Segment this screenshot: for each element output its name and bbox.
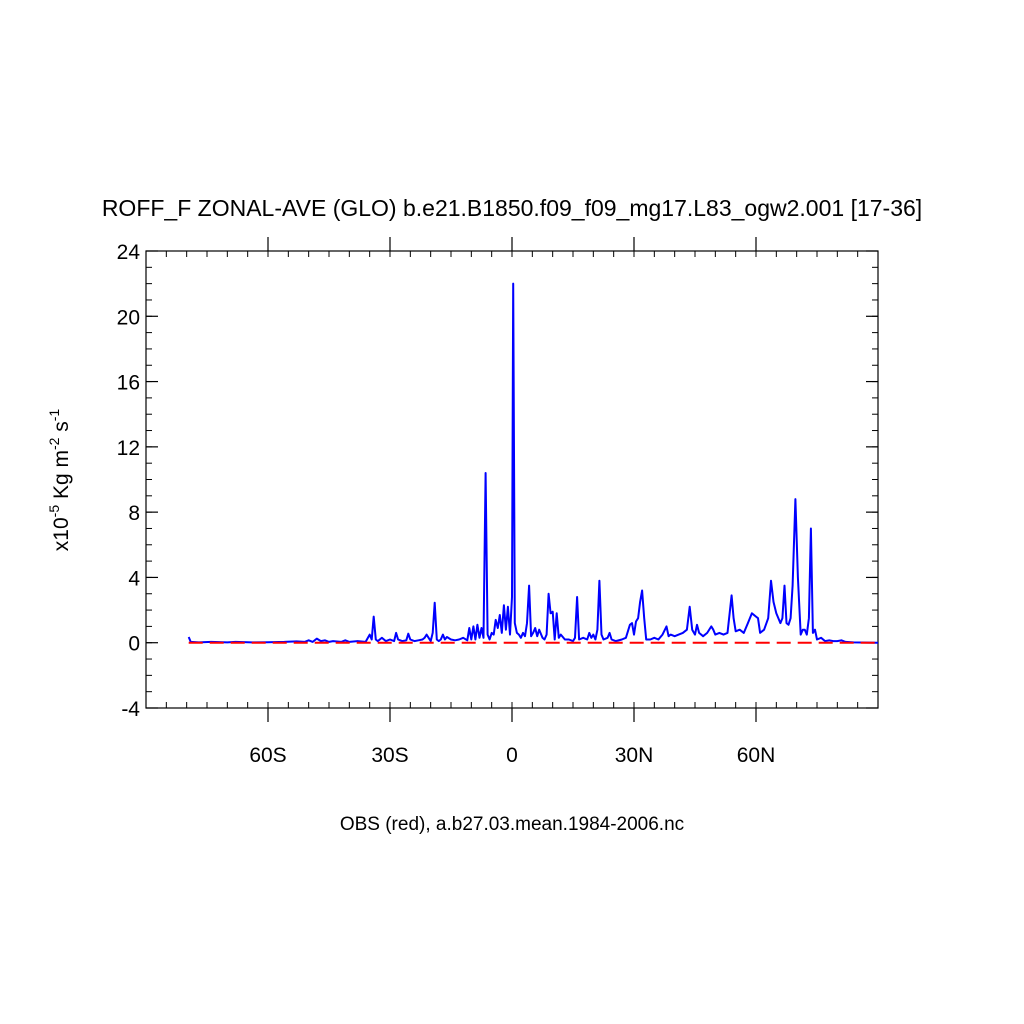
plot-area: 60S 30S 0 30N 60N -4 0 4 8 12 16 20 24: [117, 237, 879, 767]
y-tick-label: 0: [128, 633, 140, 656]
y-tick-label: -4: [121, 698, 140, 721]
minor-ticks: [145, 250, 879, 709]
y-tick-label: 24: [117, 241, 141, 264]
chart-title: ROFF_F ZONAL-AVE (GLO) b.e21.B1850.f09_f…: [102, 195, 922, 221]
x-axis-label: OBS (red), a.b27.03.mean.1984-2006.nc: [340, 814, 684, 835]
x-tick-label: 30N: [615, 744, 654, 767]
y-ticks: -4 0 4 8 12 16 20 24: [117, 241, 878, 721]
x-tick-label: 0: [506, 744, 518, 767]
x-tick-label: 30S: [371, 744, 408, 767]
x-tick-label: 60S: [249, 744, 286, 767]
series-line-model: [187, 282, 879, 644]
y-tick-label: 4: [128, 567, 140, 590]
y-tick-label: 16: [117, 372, 140, 395]
y-axis-label: x10-5 Kg m-2 s-1: [46, 409, 73, 552]
y-tick-label: 12: [117, 437, 140, 460]
y-tick-label: 20: [117, 306, 140, 329]
x-ticks: 60S 30S 0 30N 60N: [249, 237, 775, 767]
y-tick-label: 8: [128, 502, 140, 525]
x-tick-label: 60N: [737, 744, 776, 767]
series-layer: [187, 282, 879, 644]
